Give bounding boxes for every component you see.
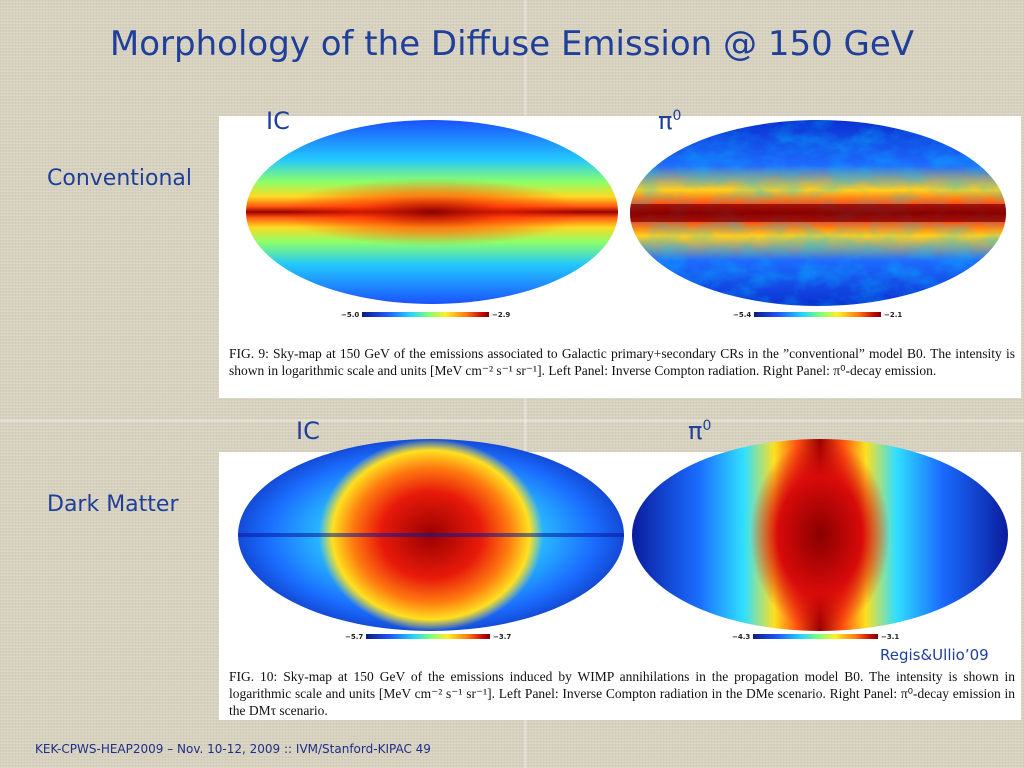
skymap-dark-matter-ic (238, 439, 624, 631)
citation-credit: Regis&Ullio’09 (880, 646, 989, 664)
colorbar-max-label: −3.7 (493, 633, 512, 641)
colorbar-min-label: −5.4 (733, 311, 752, 319)
colorbar-min-label: −4.3 (732, 633, 751, 641)
skymap-dark-matter-pi0 (632, 439, 1008, 631)
colorbar-max-label: −2.9 (492, 311, 511, 319)
colorbar-fig10-ic (366, 634, 490, 639)
colorbar-min-label: −5.0 (341, 311, 360, 319)
figure-10-caption: FIG. 10: Sky-map at 150 GeV of the emiss… (229, 669, 1015, 718)
colorbar-min-label: −5.7 (345, 633, 364, 641)
skymap-conventional-pi0 (630, 120, 1006, 306)
row-label-dark-matter: Dark Matter (47, 492, 179, 517)
colorbar-fig10-pi0 (753, 634, 878, 639)
colorbar-fig9-pi0 (754, 312, 881, 317)
figure-9-caption: FIG. 9: Sky-map at 150 GeV of the emissi… (229, 346, 1015, 378)
colorbar-fig9-ic (362, 312, 489, 317)
ic-label-dark-matter: IC (296, 417, 320, 445)
slide-title: Morphology of the Diffuse Emission @ 150… (109, 24, 915, 64)
pi0-label-conventional: π0 (658, 107, 682, 135)
slide-footer: KEK-CPWS-HEAP2009 – Nov. 10-12, 2009 :: … (35, 742, 431, 756)
colorbar-max-label: −3.1 (881, 633, 900, 641)
skymap-conventional-ic (246, 120, 618, 304)
colorbar-max-label: −2.1 (884, 311, 903, 319)
pi0-label-dark-matter: π0 (688, 417, 712, 445)
row-label-conventional: Conventional (47, 166, 192, 191)
ic-label-conventional: IC (266, 107, 290, 135)
